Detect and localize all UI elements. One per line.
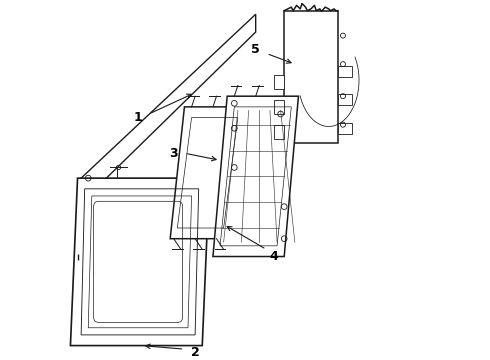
Polygon shape [273, 125, 284, 139]
Polygon shape [338, 66, 352, 77]
Text: 4: 4 [269, 250, 278, 263]
Text: 3: 3 [170, 147, 178, 160]
Polygon shape [338, 123, 352, 134]
Polygon shape [284, 11, 338, 143]
Polygon shape [273, 100, 284, 114]
Text: 1: 1 [134, 111, 143, 124]
Text: 5: 5 [251, 43, 260, 57]
Text: 2: 2 [191, 346, 199, 359]
Polygon shape [338, 94, 352, 105]
Polygon shape [213, 96, 298, 257]
Polygon shape [170, 107, 245, 239]
Polygon shape [273, 75, 284, 89]
Polygon shape [71, 178, 209, 346]
Polygon shape [81, 14, 256, 192]
